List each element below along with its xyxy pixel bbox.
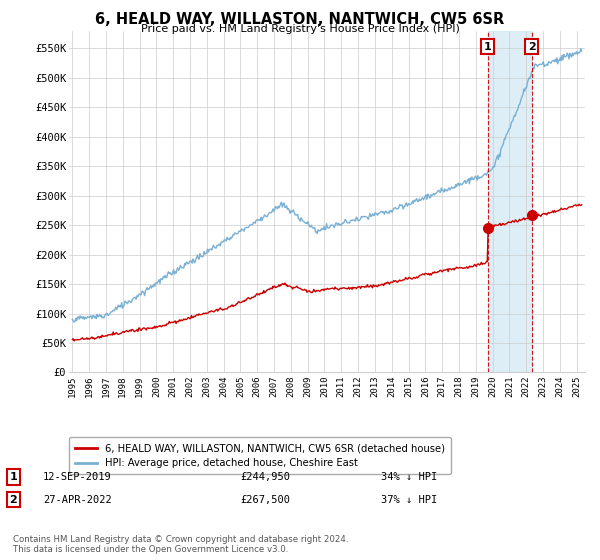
Text: 2: 2 [528, 41, 536, 52]
Legend: 6, HEALD WAY, WILLASTON, NANTWICH, CW5 6SR (detached house), HPI: Average price,: 6, HEALD WAY, WILLASTON, NANTWICH, CW5 6… [69, 437, 451, 474]
Text: Contains HM Land Registry data © Crown copyright and database right 2024.
This d: Contains HM Land Registry data © Crown c… [13, 535, 349, 554]
Text: 2: 2 [10, 494, 17, 505]
Text: 37% ↓ HPI: 37% ↓ HPI [381, 494, 437, 505]
Text: £244,950: £244,950 [240, 472, 290, 482]
Text: 34% ↓ HPI: 34% ↓ HPI [381, 472, 437, 482]
Text: 27-APR-2022: 27-APR-2022 [43, 494, 112, 505]
Text: 1: 1 [10, 472, 17, 482]
Text: £267,500: £267,500 [240, 494, 290, 505]
Bar [488, 31, 532, 372]
Text: 6, HEALD WAY, WILLASTON, NANTWICH, CW5 6SR: 6, HEALD WAY, WILLASTON, NANTWICH, CW5 6… [95, 12, 505, 27]
Text: 1: 1 [484, 41, 491, 52]
Text: Price paid vs. HM Land Registry's House Price Index (HPI): Price paid vs. HM Land Registry's House … [140, 24, 460, 34]
Text: 12-SEP-2019: 12-SEP-2019 [43, 472, 112, 482]
